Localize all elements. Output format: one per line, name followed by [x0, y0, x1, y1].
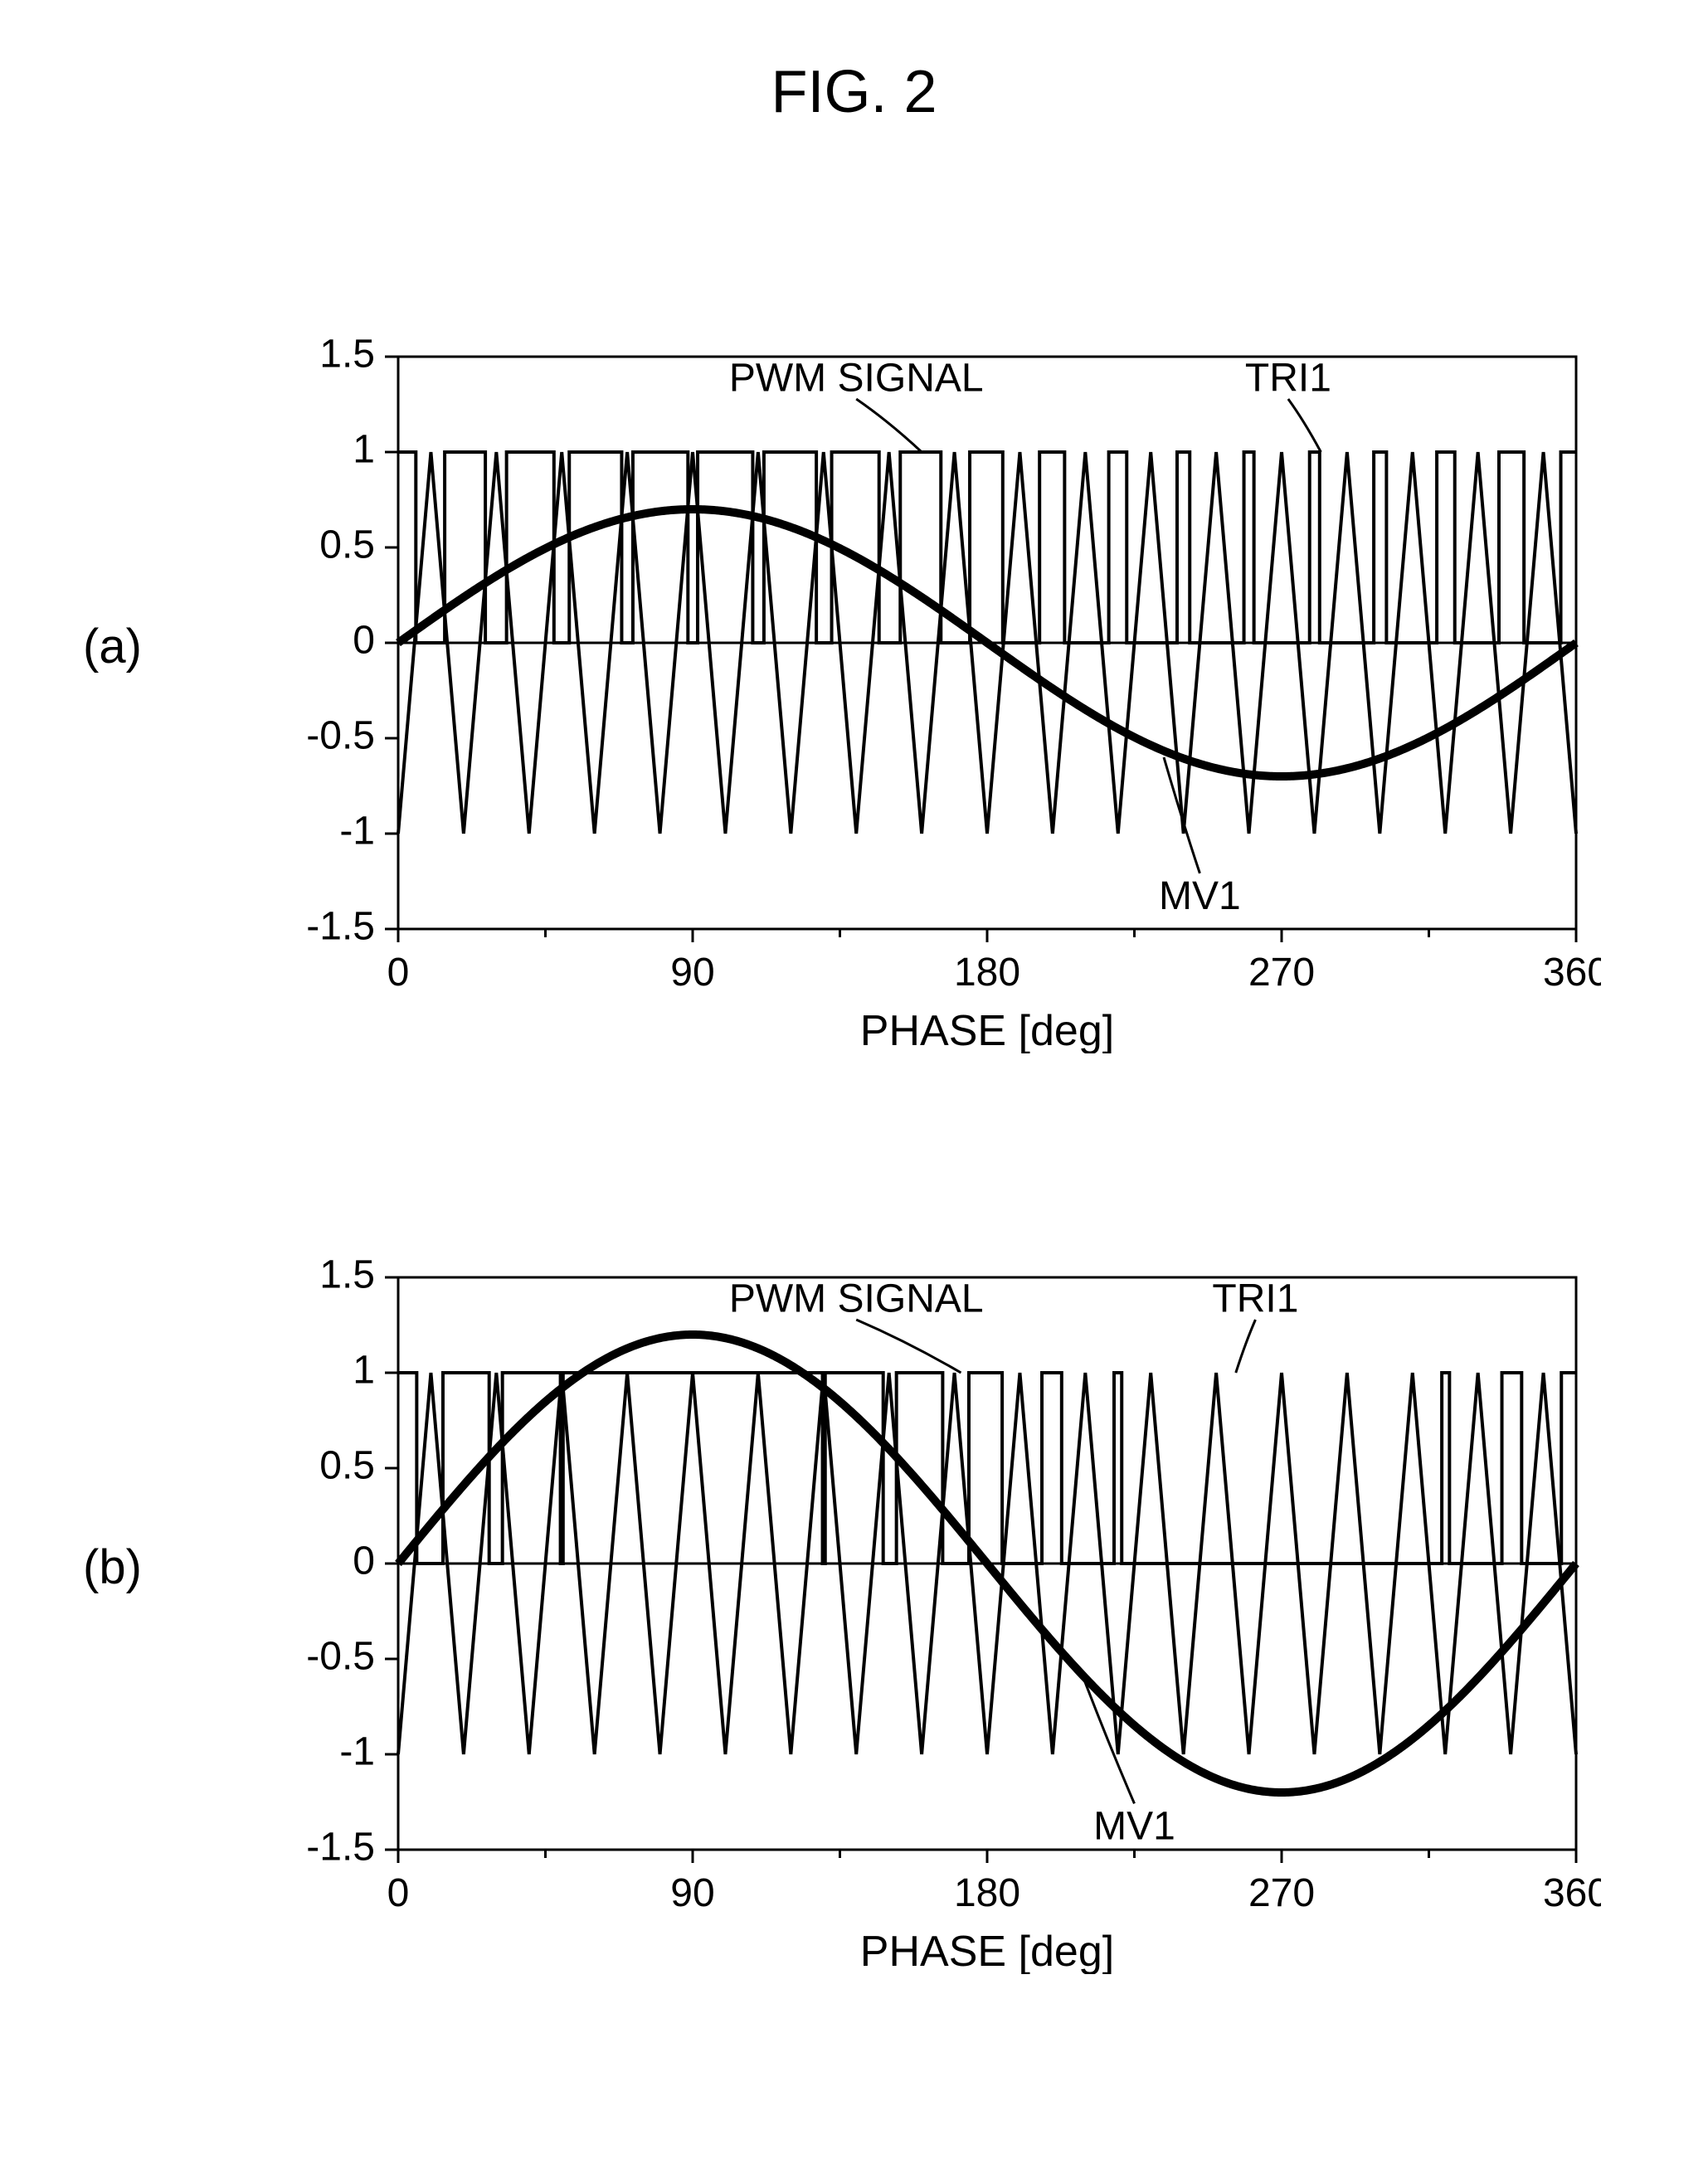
y-tick-label: 1: [353, 1349, 375, 1393]
callout-leader-pwm: [856, 399, 922, 452]
x-tick-label: 0: [387, 1871, 410, 1915]
chart-panel-a: -1.5 -1 -0.5 0 0.5 1 1.5 0 90 180 270 360 PHASE [deg…: [257, 332, 1601, 1053]
chart-svg: -1.5 -1 -0.5 0 0.5 1 1.5 0 90 180 270 360 PHASE [deg…: [257, 1252, 1601, 1974]
x-axis-label: PHASE [deg]: [860, 1007, 1114, 1053]
x-tick-label: 180: [954, 951, 1020, 995]
y-tick-label: -0.5: [306, 714, 375, 758]
x-tick-label: 180: [954, 1871, 1020, 1915]
y-tick-label: -1: [339, 810, 375, 854]
y-tick-label: 1.5: [319, 333, 375, 377]
callout-label-mv: MV1: [1093, 1805, 1175, 1849]
y-tick-label: 0: [353, 619, 375, 663]
callout-label-mv: MV1: [1159, 874, 1241, 918]
callout-label-pwm: PWM SIGNAL: [729, 1277, 984, 1320]
callout-leader-mv: [1164, 757, 1199, 873]
y-tick-label: -1.5: [306, 1826, 375, 1870]
callout-label-tri: TRI1: [1245, 356, 1331, 400]
figure-title: FIG. 2: [0, 58, 1708, 126]
callout-label-pwm: PWM SIGNAL: [729, 356, 984, 400]
x-tick-label: 0: [387, 951, 410, 995]
chart-panel-b: -1.5 -1 -0.5 0 0.5 1 1.5 0 90 180 270 360 PHASE [deg…: [257, 1252, 1601, 1974]
x-tick-label: 270: [1248, 1871, 1315, 1915]
y-tick-label: 0.5: [319, 1444, 375, 1488]
callout-label-tri: TRI1: [1212, 1277, 1298, 1320]
y-tick-label: 1: [353, 428, 375, 472]
panel-label-a: (a): [83, 619, 142, 674]
x-axis-label: PHASE [deg]: [860, 1928, 1114, 1974]
x-tick-label: 360: [1543, 951, 1601, 995]
x-tick-label: 360: [1543, 1871, 1601, 1915]
callout-leader-tri: [1288, 399, 1321, 452]
x-tick-label: 270: [1248, 951, 1315, 995]
x-tick-label: 90: [670, 1871, 714, 1915]
y-tick-label: 0.5: [319, 523, 375, 567]
callout-leader-mv: [1082, 1674, 1134, 1803]
y-tick-label: 1.5: [319, 1253, 375, 1297]
chart-svg: -1.5 -1 -0.5 0 0.5 1 1.5 0 90 180 270 360 PHASE [deg…: [257, 332, 1601, 1053]
y-tick-label: -0.5: [306, 1635, 375, 1679]
y-tick-label: -1.5: [306, 905, 375, 949]
y-tick-label: -1: [339, 1730, 375, 1774]
page: FIG. 2 (a) -1.5 -1 -0.5 0 0.5 1 1.5 0 90 180 270 36…: [0, 0, 1708, 2174]
panel-label-b: (b): [83, 1539, 142, 1595]
callout-leader-tri: [1236, 1320, 1256, 1373]
callout-leader-pwm: [856, 1320, 961, 1373]
y-tick-label: 0: [353, 1539, 375, 1583]
x-tick-label: 90: [670, 951, 714, 995]
